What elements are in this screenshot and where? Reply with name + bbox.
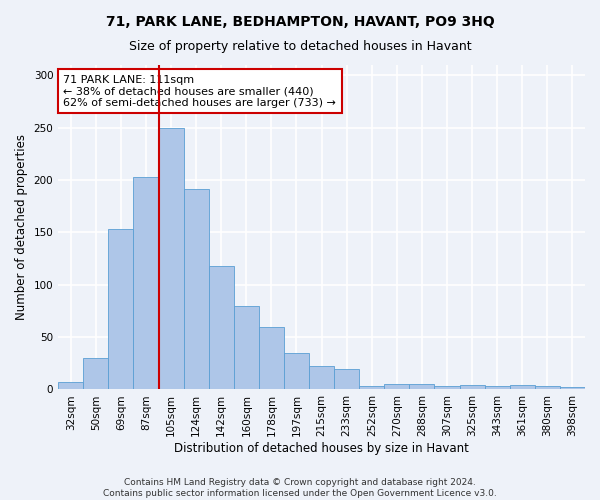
Bar bbox=[359, 386, 385, 390]
Bar bbox=[535, 386, 560, 390]
Bar bbox=[385, 384, 409, 390]
Bar bbox=[460, 386, 485, 390]
Text: Size of property relative to detached houses in Havant: Size of property relative to detached ho… bbox=[128, 40, 472, 53]
Bar bbox=[234, 306, 259, 390]
Bar bbox=[58, 382, 83, 390]
Text: Contains HM Land Registry data © Crown copyright and database right 2024.
Contai: Contains HM Land Registry data © Crown c… bbox=[103, 478, 497, 498]
Bar bbox=[184, 188, 209, 390]
Bar bbox=[109, 230, 133, 390]
Bar bbox=[560, 388, 585, 390]
Bar bbox=[284, 353, 309, 390]
Bar bbox=[485, 386, 510, 390]
Bar bbox=[158, 128, 184, 390]
Bar bbox=[133, 177, 158, 390]
Text: 71, PARK LANE, BEDHAMPTON, HAVANT, PO9 3HQ: 71, PARK LANE, BEDHAMPTON, HAVANT, PO9 3… bbox=[106, 15, 494, 29]
Bar bbox=[434, 386, 460, 390]
Text: 71 PARK LANE: 111sqm
← 38% of detached houses are smaller (440)
62% of semi-deta: 71 PARK LANE: 111sqm ← 38% of detached h… bbox=[64, 74, 337, 108]
Bar bbox=[334, 368, 359, 390]
Bar bbox=[209, 266, 234, 390]
Bar bbox=[259, 326, 284, 390]
Bar bbox=[510, 386, 535, 390]
Y-axis label: Number of detached properties: Number of detached properties bbox=[15, 134, 28, 320]
Bar bbox=[309, 366, 334, 390]
Bar bbox=[409, 384, 434, 390]
X-axis label: Distribution of detached houses by size in Havant: Distribution of detached houses by size … bbox=[174, 442, 469, 455]
Bar bbox=[83, 358, 109, 390]
